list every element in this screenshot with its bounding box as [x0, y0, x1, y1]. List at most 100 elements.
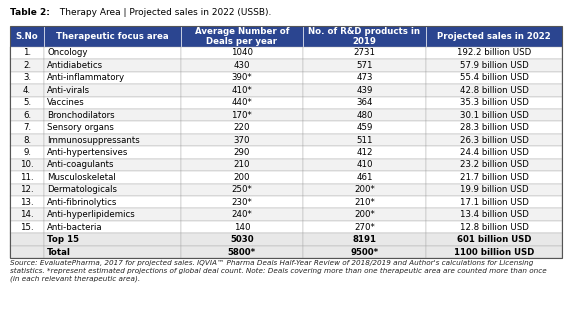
Bar — [303, 134, 426, 146]
Text: 430: 430 — [234, 61, 250, 70]
Text: 14.: 14. — [20, 210, 34, 219]
Text: Immunosuppressants: Immunosuppressants — [47, 136, 140, 144]
Bar — [303, 171, 426, 184]
Text: Oncology: Oncology — [47, 48, 88, 58]
Text: 57.9 billion USD: 57.9 billion USD — [460, 61, 528, 70]
Text: Total: Total — [47, 247, 71, 257]
Bar — [10, 196, 44, 209]
Text: 200*: 200* — [354, 185, 375, 194]
Bar — [426, 47, 562, 59]
Text: Anti-fibrinolytics: Anti-fibrinolytics — [47, 198, 117, 207]
Bar — [10, 209, 44, 221]
Bar — [303, 96, 426, 109]
Text: 270*: 270* — [354, 223, 375, 232]
Text: 140: 140 — [234, 223, 250, 232]
Text: 9.: 9. — [23, 148, 31, 157]
Text: 170*: 170* — [231, 111, 252, 120]
Text: Sensory organs: Sensory organs — [47, 123, 114, 132]
Bar — [44, 121, 180, 134]
Text: 480: 480 — [356, 111, 373, 120]
Bar — [180, 47, 303, 59]
Bar — [303, 209, 426, 221]
Bar — [10, 72, 44, 84]
Text: 240*: 240* — [231, 210, 252, 219]
Text: 250*: 250* — [231, 185, 252, 194]
Text: 461: 461 — [356, 173, 373, 182]
Text: 230*: 230* — [231, 198, 252, 207]
Bar — [180, 209, 303, 221]
Text: Top 15: Top 15 — [47, 235, 79, 244]
Bar — [303, 59, 426, 72]
Bar — [426, 84, 562, 96]
Bar — [180, 121, 303, 134]
Bar — [180, 26, 303, 47]
Text: 23.2 billion USD: 23.2 billion USD — [460, 161, 528, 169]
Bar — [303, 146, 426, 159]
Text: 12.: 12. — [20, 185, 34, 194]
Bar — [10, 121, 44, 134]
Bar — [44, 184, 180, 196]
Bar — [44, 47, 180, 59]
Text: 410: 410 — [356, 161, 373, 169]
Bar — [10, 171, 44, 184]
Text: 200: 200 — [234, 173, 250, 182]
Text: Anti-hyperlipidemics: Anti-hyperlipidemics — [47, 210, 136, 219]
Text: Antidiabetics: Antidiabetics — [47, 61, 103, 70]
Text: 28.3 billion USD: 28.3 billion USD — [460, 123, 528, 132]
Text: 3.: 3. — [23, 73, 31, 82]
Bar — [10, 26, 562, 258]
Text: 390*: 390* — [231, 73, 252, 82]
Text: 9500*: 9500* — [350, 247, 379, 257]
Text: 5.: 5. — [23, 98, 31, 107]
Bar — [426, 26, 562, 47]
Bar — [44, 159, 180, 171]
Text: 220: 220 — [234, 123, 250, 132]
Text: 55.4 billion USD: 55.4 billion USD — [460, 73, 528, 82]
Text: 35.3 billion USD: 35.3 billion USD — [460, 98, 528, 107]
Bar — [303, 221, 426, 233]
Bar — [180, 134, 303, 146]
Bar — [44, 146, 180, 159]
Bar — [44, 26, 180, 47]
Text: 2731: 2731 — [353, 48, 375, 58]
Text: 13.: 13. — [20, 198, 34, 207]
Bar — [426, 221, 562, 233]
Text: Table 2:: Table 2: — [10, 8, 50, 17]
Text: Source: EvaluatePharma, 2017 for projected sales. IQVIA™ Pharma Deals Half-Year : Source: EvaluatePharma, 2017 for project… — [10, 260, 547, 282]
Text: 290: 290 — [234, 148, 250, 157]
Bar — [180, 72, 303, 84]
Bar — [303, 184, 426, 196]
Bar — [180, 184, 303, 196]
Bar — [44, 209, 180, 221]
Text: S.No: S.No — [16, 32, 39, 41]
Text: 10.: 10. — [20, 161, 34, 169]
Bar — [44, 134, 180, 146]
Bar — [10, 221, 44, 233]
Text: 11.: 11. — [20, 173, 34, 182]
Text: 26.3 billion USD: 26.3 billion USD — [460, 136, 528, 144]
Bar — [10, 146, 44, 159]
Text: 412: 412 — [356, 148, 373, 157]
Text: 12.8 billion USD: 12.8 billion USD — [460, 223, 528, 232]
Text: Dermatologicals: Dermatologicals — [47, 185, 117, 194]
Bar — [426, 96, 562, 109]
Text: 8.: 8. — [23, 136, 31, 144]
Bar — [426, 109, 562, 121]
Text: 439: 439 — [356, 86, 373, 95]
Text: 6.: 6. — [23, 111, 31, 120]
Text: Bronchodilators: Bronchodilators — [47, 111, 115, 120]
Bar — [426, 246, 562, 258]
Text: Therapeutic focus area: Therapeutic focus area — [56, 32, 168, 41]
Text: 7.: 7. — [23, 123, 31, 132]
Bar — [44, 221, 180, 233]
Text: 8191: 8191 — [353, 235, 376, 244]
Text: 21.7 billion USD: 21.7 billion USD — [460, 173, 528, 182]
Text: 17.1 billion USD: 17.1 billion USD — [460, 198, 528, 207]
Bar — [303, 159, 426, 171]
Bar — [303, 109, 426, 121]
Bar — [44, 96, 180, 109]
Bar — [180, 96, 303, 109]
Text: 30.1 billion USD: 30.1 billion USD — [460, 111, 528, 120]
Bar — [10, 59, 44, 72]
Bar — [303, 84, 426, 96]
